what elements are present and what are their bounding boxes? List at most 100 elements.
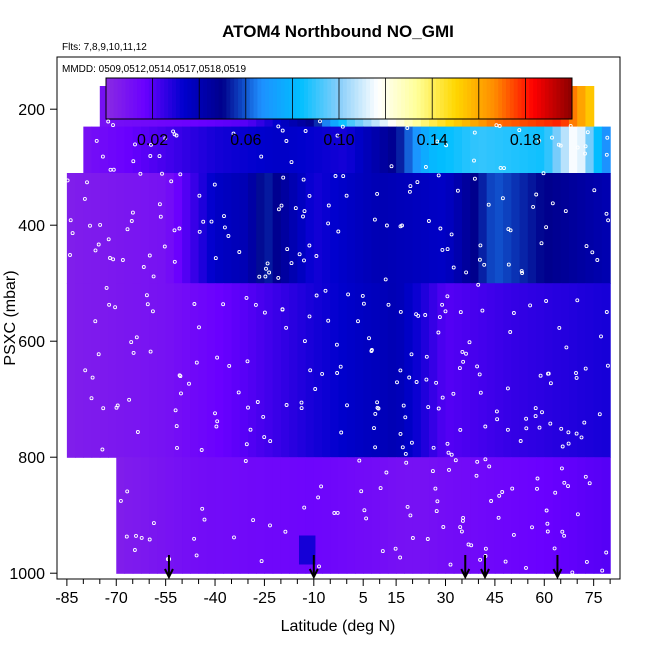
sample-point: [177, 226, 182, 231]
sample-point: [226, 234, 231, 238]
heatmap-cell: [66, 173, 76, 284]
sample-point: [453, 458, 458, 463]
arrow-head: [308, 568, 319, 580]
sample-point: [566, 484, 570, 489]
colorbar-frame: [105, 77, 573, 120]
sample-point: [98, 222, 103, 227]
sample-point: [408, 184, 413, 189]
sample-point: [557, 325, 562, 330]
heatmap-cell: [560, 126, 570, 174]
sample-point: [326, 221, 331, 226]
heatmap-cell: [108, 283, 117, 458]
heatmap-cell: [560, 173, 570, 284]
sample-point: [149, 142, 153, 147]
heatmap-cell: [552, 173, 562, 284]
heatmap-cell: [305, 283, 315, 458]
colorbar-swatch: [420, 78, 425, 119]
sample-point: [460, 518, 465, 523]
heatmap-cell: [585, 126, 595, 174]
sample-point: [524, 565, 528, 570]
sample-point: [289, 160, 294, 165]
sample-point: [145, 302, 150, 307]
colorbar-swatch: [307, 78, 313, 119]
colorbar-swatch: [560, 78, 565, 119]
heatmap-cell: [379, 126, 389, 174]
sample-point: [174, 133, 179, 138]
colorbar-swatch: [389, 78, 394, 119]
heatmap-cell: [256, 457, 266, 574]
arrow-head: [480, 568, 490, 580]
sample-point: [157, 154, 162, 159]
heatmap-cell: [346, 126, 356, 174]
sample-point: [440, 395, 445, 400]
sample-point: [375, 405, 380, 410]
sample-point: [244, 442, 249, 447]
sample-point: [293, 206, 298, 211]
heatmap-cell: [99, 173, 109, 284]
sample-point: [451, 265, 456, 270]
heatmap-cell: [190, 173, 200, 284]
heatmap-cell: [371, 283, 381, 458]
heatmap-cell: [190, 126, 200, 174]
sample-point: [369, 348, 374, 352]
colorbar-swatch: [533, 78, 538, 119]
sample-point: [120, 258, 125, 262]
heatmap-cell: [231, 283, 241, 458]
heatmap-cell: [560, 283, 570, 458]
heatmap-cell: [157, 283, 167, 458]
sample-point: [403, 415, 408, 420]
heatmap-cell: [363, 126, 373, 174]
sample-point: [94, 138, 99, 143]
sample-point: [222, 225, 227, 230]
sample-point: [302, 258, 306, 263]
sample-point: [334, 342, 339, 347]
sample-point: [548, 421, 553, 426]
heatmap-cell: [404, 173, 414, 284]
sample-point: [76, 526, 81, 530]
heatmap-cell: [247, 457, 257, 574]
sample-point: [495, 417, 500, 422]
colorbar-swatch: [245, 78, 251, 119]
sample-point: [104, 285, 109, 290]
sample-point: [423, 165, 428, 169]
sample-point: [276, 124, 281, 129]
y-tick-label: 1000: [9, 566, 45, 583]
heatmap-cell: [223, 173, 233, 284]
heatmap-cell: [313, 283, 323, 458]
sample-point: [221, 302, 226, 307]
heatmap-cell: [593, 457, 603, 574]
x-tick-label: 15: [387, 590, 405, 607]
sample-point: [590, 250, 595, 255]
sample-point: [584, 244, 589, 249]
sample-point: [398, 431, 403, 436]
sample-point: [548, 381, 553, 386]
sample-point: [605, 135, 610, 140]
sample-point: [100, 447, 105, 452]
sample-point: [276, 275, 281, 280]
sample-point: [400, 223, 404, 228]
heatmap-cell: [363, 283, 373, 458]
sample-point: [246, 405, 250, 410]
heatmap-cell: [371, 457, 381, 574]
sample-point: [336, 229, 341, 234]
heatmap-cell: [264, 457, 274, 574]
heatmap-cell: [190, 457, 200, 574]
sample-point: [357, 458, 362, 463]
colorbar-swatch: [443, 78, 449, 119]
heatmap-cell: [140, 283, 150, 458]
sample-point: [500, 490, 505, 494]
colorbar-swatch: [529, 78, 534, 119]
sample-point: [477, 257, 482, 262]
heatmap-cell: [396, 173, 405, 284]
sample-point: [72, 492, 77, 497]
heatmap-cell: [215, 457, 224, 574]
colorbar-swatch: [292, 78, 297, 119]
sample-point: [436, 330, 441, 335]
heatmap-cell: [140, 126, 150, 174]
heatmap-cell: [305, 457, 315, 574]
heatmap-cell: [99, 126, 109, 174]
heatmap-cell: [470, 283, 480, 458]
sample-point: [534, 192, 539, 197]
colorbar-swatch: [471, 78, 476, 119]
colorbar-swatch: [335, 78, 340, 119]
